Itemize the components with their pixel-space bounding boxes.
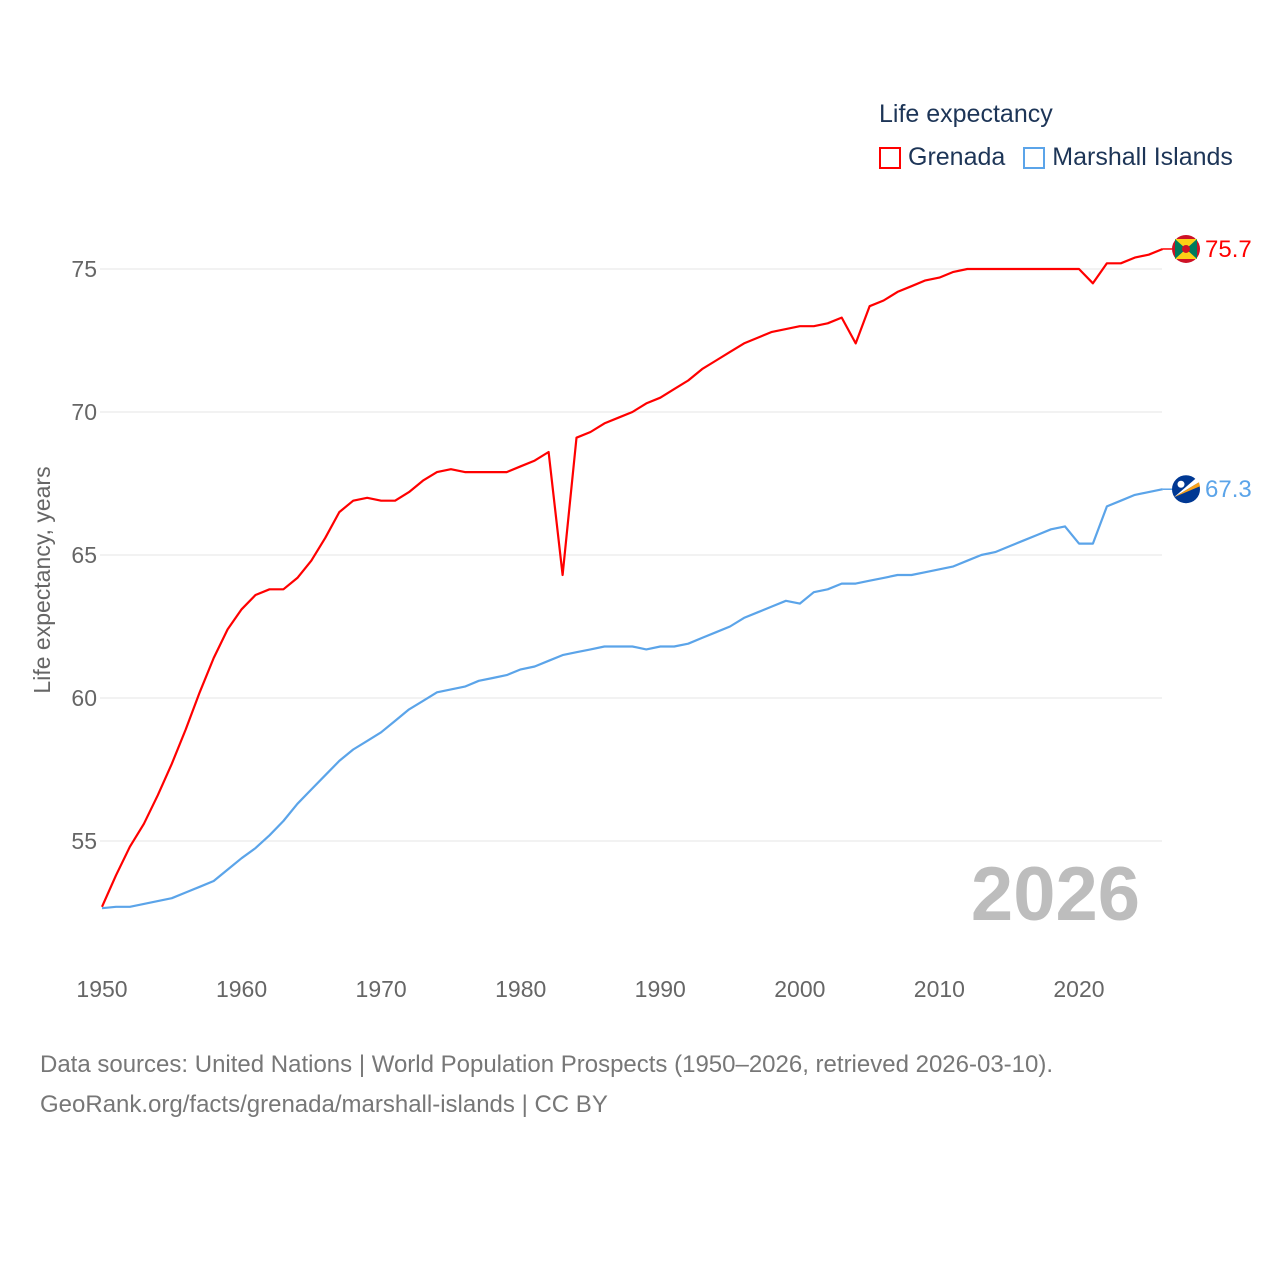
flag-star [1177,480,1185,488]
legend: Grenada Marshall Islands [879,143,1251,172]
x-tick-label: 1980 [495,976,546,1002]
flag-triangle [1175,238,1197,249]
x-tick-label: 1970 [356,976,407,1002]
legend-swatch-marshall-islands [1023,146,1046,169]
x-tick-label: 2010 [914,976,965,1002]
marshall-islands-flag-icon [1172,475,1200,504]
legend-item-marshall-islands[interactable]: Marshall Islands [1023,143,1233,172]
legend-label: Marshall Islands [1052,143,1233,171]
y-axis-label: Life expectancy, years [29,466,55,693]
grenada-flag-icon [1172,234,1200,263]
series-line-marshall-islands [101,488,1163,910]
flag-center [1182,244,1190,253]
y-tick-label: 60 [71,685,97,711]
legend-title: Life expectancy [879,100,1053,128]
y-tick-label: 55 [71,828,97,854]
y-tick-label: 70 [71,399,97,425]
x-tick-label: 2020 [1053,976,1104,1002]
footer: Data sources: United Nations | World Pop… [40,1045,1053,1125]
x-tick-label: 1960 [216,976,267,1002]
year-watermark: 2026 [971,852,1140,937]
y-tick-label: 75 [71,256,97,282]
end-value-label: 75.7 [1205,236,1252,263]
legend-label: Grenada [908,143,1006,171]
x-tick-label: 1950 [76,976,127,1002]
source-link[interactable]: GeoRank.org/facts/grenada/marshall-islan… [40,1091,608,1118]
legend-item-grenada[interactable]: Grenada [879,143,1005,172]
flag-stripe-white [1174,478,1199,498]
x-tick-label: 1990 [635,976,686,1002]
series-line-grenada [100,247,1164,908]
x-tick-label: 2000 [774,976,825,1002]
flag-triangle [1175,248,1197,259]
end-value-label: 67.3 [1205,476,1252,503]
y-tick-label: 65 [71,542,97,568]
data-sources: Data sources: United Nations | World Pop… [40,1051,1054,1078]
flag-stripe-orange [1174,482,1200,498]
legend-swatch-grenada [879,146,901,169]
